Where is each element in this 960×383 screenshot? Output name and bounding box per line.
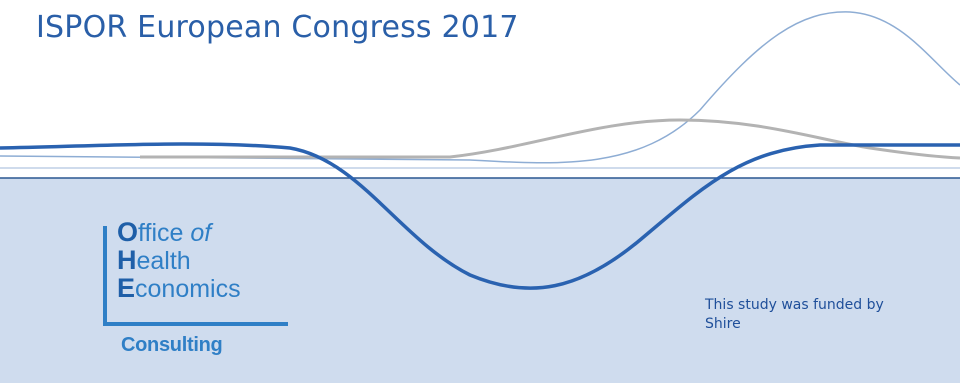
logo-vertical-bar [103, 226, 107, 326]
logo-consulting-label: Consulting [121, 334, 223, 356]
funding-note: This study was funded by Shire [705, 297, 884, 332]
grey-curve [140, 118, 960, 160]
ohe-consulting-logo: Office of Health Economics Consulting [103, 218, 293, 368]
dark-wave-curve [0, 142, 960, 290]
thin-bell-curve [0, 11, 960, 164]
logo-line-office: Office of [117, 217, 212, 247]
logo-line-economics: Economics [117, 273, 241, 303]
page-title: ISPOR European Congress 2017 [36, 10, 519, 45]
logo-horizontal-bar [103, 322, 288, 326]
logo-line-health: Health [117, 245, 191, 275]
